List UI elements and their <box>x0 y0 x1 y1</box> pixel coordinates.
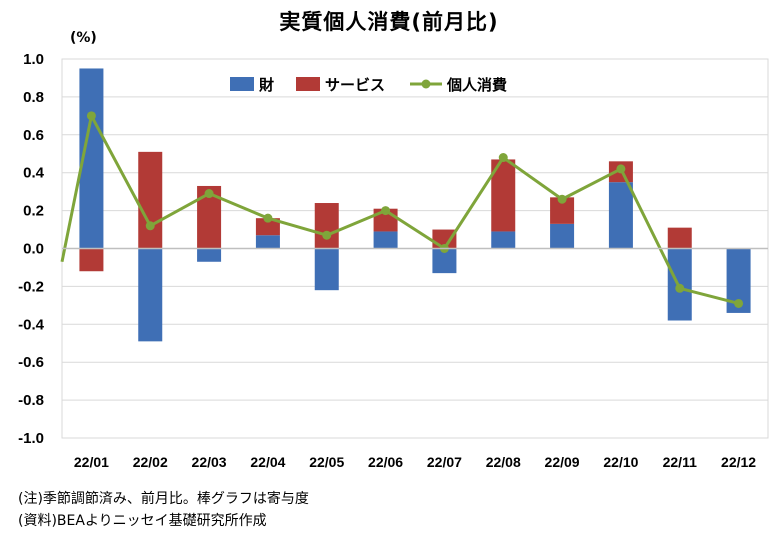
legend-marker <box>421 79 431 89</box>
legend: 財 サービス 個人消費 <box>230 76 507 94</box>
bars-layer <box>79 68 751 342</box>
bar-segment <box>373 231 398 249</box>
chart-title: 実質個人消費(前月比) <box>279 10 499 34</box>
line-marker <box>557 194 567 204</box>
y-tick-label: 0.6 <box>23 127 44 144</box>
line-marker <box>145 221 155 231</box>
line-layer <box>60 111 744 308</box>
x-tick-label: 22/08 <box>486 454 521 470</box>
line-marker <box>675 283 685 293</box>
footnote-note: (注)季節調節済み、前月比。棒グラフは寄与度 <box>18 491 309 507</box>
x-tick-label: 22/07 <box>427 454 462 470</box>
y-tick-label: -0.2 <box>18 278 44 295</box>
bar-segment <box>138 248 163 342</box>
y-tick-label: -0.8 <box>18 392 44 409</box>
y-tick-label: -0.4 <box>18 316 45 333</box>
x-tick-label: 22/01 <box>74 454 109 470</box>
line-marker <box>616 164 626 174</box>
bar-segment <box>608 182 633 249</box>
line-marker <box>204 189 214 199</box>
legend-swatch <box>230 77 254 91</box>
line-marker <box>498 153 508 163</box>
x-tick-label: 22/04 <box>250 454 285 470</box>
legend-label: 個人消費 <box>446 76 507 94</box>
bar-segment <box>314 203 339 249</box>
line-marker <box>734 298 744 308</box>
bar-segment <box>667 227 692 249</box>
y-axis-unit: (%) <box>70 30 97 46</box>
bar-segment <box>550 223 575 249</box>
y-tick-label: 0.8 <box>23 89 44 106</box>
bar-segment <box>491 231 516 249</box>
x-tick-label: 22/03 <box>192 454 227 470</box>
x-tick-label: 22/11 <box>663 454 697 470</box>
legend-swatch <box>296 77 320 91</box>
x-tick-label: 22/05 <box>309 454 344 470</box>
bar-segment <box>255 235 280 249</box>
bar-segment <box>138 151 163 249</box>
legend-label: 財 <box>258 76 274 94</box>
series-line <box>60 114 739 305</box>
bar-segment <box>255 218 280 236</box>
x-tick-label: 22/10 <box>603 454 638 470</box>
line-marker <box>263 213 273 223</box>
x-tick-label: 22/02 <box>133 454 168 470</box>
x-tick-label: 22/12 <box>721 454 756 470</box>
legend-label: サービス <box>325 76 385 94</box>
y-tick-label: 0.0 <box>23 241 44 258</box>
y-tick-label: -1.0 <box>18 430 44 447</box>
y-tick-label: -0.6 <box>18 354 44 371</box>
line-marker <box>322 230 332 240</box>
y-tick-label: 0.2 <box>23 203 44 220</box>
bar-segment <box>314 248 339 291</box>
footnote-source: (資料)BEAよりニッセイ基礎研究所作成 <box>18 513 267 529</box>
y-tick-label: 1.0 <box>23 51 44 68</box>
line-marker <box>86 111 96 121</box>
axis-layer: 1.0 0.8 0.6 0.4 0.2 0.0 -0.2 -0.4 -0.6 -0.8 -1.0 22… <box>18 51 768 470</box>
x-tick-label: 22/06 <box>368 454 403 470</box>
footnotes: (注)季節調節済み、前月比。棒グラフは寄与度 (資料)BEAよりニッセイ基礎研究… <box>18 488 309 532</box>
x-tick-label: 22/09 <box>545 454 580 470</box>
bar-segment <box>79 248 104 272</box>
line-marker <box>381 206 391 216</box>
bar-segment <box>197 248 222 262</box>
y-tick-label: 0.4 <box>23 165 45 182</box>
